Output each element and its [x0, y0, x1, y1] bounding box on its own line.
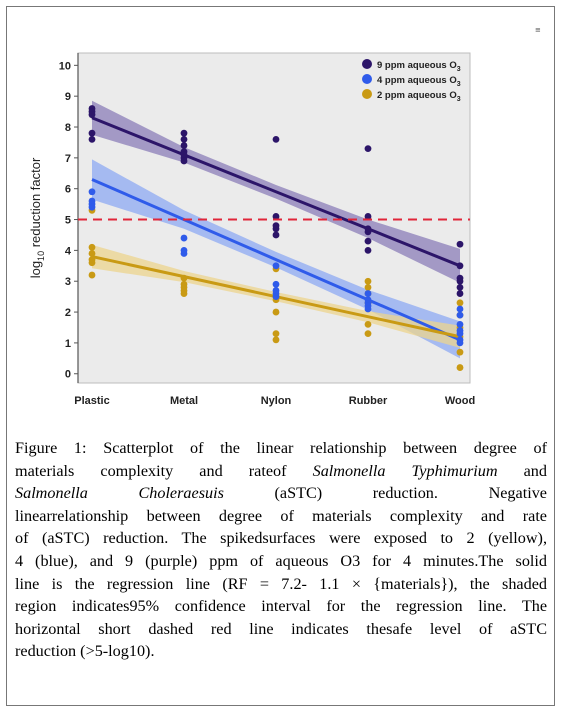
y-tick-label: 7: [65, 153, 71, 165]
caption-species-2b: Choleraesuis: [138, 484, 224, 503]
data-point: [456, 277, 464, 285]
y-tick-label: 10: [59, 60, 71, 72]
data-point: [456, 321, 464, 328]
caption-line-7: line is the regression line (RF = 7.2- 1…: [15, 574, 547, 593]
data-point: [88, 259, 96, 267]
data-point: [364, 145, 372, 153]
data-point: [88, 271, 96, 279]
data-point: [456, 330, 464, 338]
figure-frame: [6, 6, 555, 706]
data-point: [456, 305, 464, 313]
regression-line-0: [91, 116, 461, 268]
y-tick-label: 1: [65, 338, 71, 350]
data-point: [456, 240, 464, 248]
corner-mark: ≡: [535, 26, 541, 34]
data-point: [456, 339, 464, 347]
data-point: [364, 305, 372, 313]
legend-marker: [362, 89, 372, 99]
regression-line-1: [91, 178, 461, 342]
data-point: [88, 135, 96, 143]
data-point: [272, 280, 280, 288]
data-point: [272, 330, 280, 338]
data-point: [456, 262, 464, 270]
y-axis-label: log10 reduction factor: [28, 157, 46, 278]
figure-caption: Figure 1: Scatterplot of the linear rela…: [15, 437, 547, 663]
caption-line-3a: (aSTC): [274, 484, 323, 503]
data-point: [272, 336, 280, 344]
data-point: [364, 237, 372, 245]
caption-line-9: horizontal short dashed red line indicat…: [15, 619, 547, 638]
data-point: [272, 213, 280, 220]
y-tick-label: 8: [65, 122, 71, 134]
scatter-chart: 0 1 2 3 4 5 6 7 8 9 10 log10 reduction factor Plasti…: [28, 52, 475, 407]
data-point: [364, 330, 372, 338]
data-point: [88, 129, 96, 137]
y-tick-label: 3: [65, 276, 71, 288]
data-point: [456, 348, 464, 356]
data-point: [364, 290, 372, 297]
data-point: [180, 250, 188, 257]
caption-line-6: 4 (blue), and 9 (purple) ppm of aqueous …: [15, 551, 547, 570]
data-point: [364, 277, 372, 285]
data-point: [364, 321, 372, 328]
data-point: [88, 203, 96, 211]
caption-figure-label: Figure 1: [15, 439, 83, 457]
data-point: [180, 290, 188, 297]
data-point: [272, 308, 280, 316]
y-tick-label: 2: [65, 307, 71, 319]
data-point: [456, 364, 464, 371]
y-tick-label: 6: [65, 184, 71, 196]
data-point: [272, 262, 280, 270]
x-tick-label: Plastic: [74, 395, 109, 407]
caption-line-5: of (aSTC) reduction. The spikedsurfaces …: [15, 529, 547, 548]
data-point: [456, 283, 464, 291]
x-tick-label: Nylon: [261, 395, 292, 407]
y-tick-label: 4: [65, 245, 72, 257]
caption-line-10: reduction (>5-log10).: [15, 642, 155, 661]
data-point: [456, 290, 464, 297]
data-point: [272, 231, 280, 239]
data-point: [272, 225, 280, 233]
data-point: [364, 228, 372, 236]
x-tick-label: Wood: [445, 395, 475, 407]
data-point: [456, 311, 464, 319]
data-point: [180, 129, 188, 137]
caption-line-3c: Negative: [488, 484, 547, 503]
legend-marker: [362, 59, 372, 69]
data-point: [180, 234, 188, 242]
data-point: [88, 111, 96, 119]
data-point: [364, 213, 372, 220]
data-point: [456, 299, 464, 307]
caption-line-2a: materials complexity and rateof: [15, 461, 313, 480]
caption-line-4: linearrelationship between degree of mat…: [15, 506, 547, 525]
data-point: [180, 274, 188, 282]
x-tick-label: Rubber: [349, 395, 388, 407]
caption-line-3b: reduction.: [372, 484, 438, 503]
caption-line-8: region indicates95% confidence interval …: [15, 597, 547, 616]
x-tick-label: Metal: [170, 395, 198, 407]
y-tick-label: 9: [65, 91, 71, 103]
caption-line-2b: and: [497, 461, 547, 480]
data-point: [364, 283, 372, 291]
data-point: [272, 293, 280, 301]
legend-label: 2 ppm aqueous O3: [377, 90, 461, 103]
caption-line-1: : Scatterplot of the linear relationship…: [82, 439, 548, 457]
data-point: [180, 142, 188, 149]
y-tick-label: 5: [65, 215, 71, 227]
caption-species-1: Salmonella Typhimurium: [312, 461, 498, 480]
data-point: [88, 243, 96, 251]
y-tick-label: 0: [65, 369, 71, 381]
data-point: [88, 250, 96, 257]
data-point: [180, 157, 188, 165]
legend-label: 9 ppm aqueous O3: [377, 60, 461, 73]
data-point: [364, 246, 372, 254]
data-point: [180, 135, 188, 143]
data-point: [272, 135, 280, 143]
legend-label: 4 ppm aqueous O3: [377, 75, 461, 88]
data-point: [88, 188, 96, 196]
caption-species-2a: Salmonella: [15, 484, 88, 503]
legend-marker: [362, 74, 372, 84]
